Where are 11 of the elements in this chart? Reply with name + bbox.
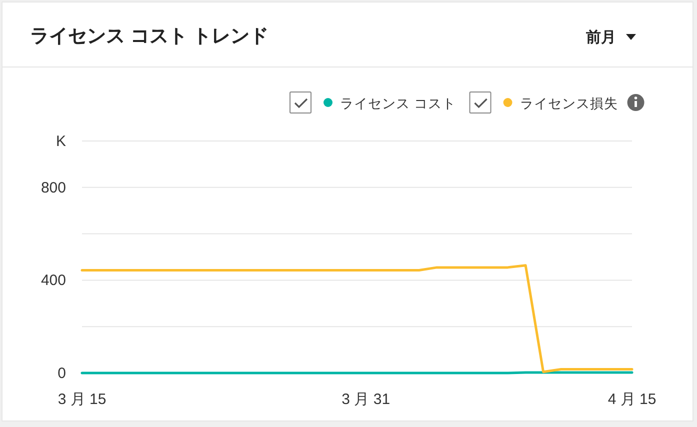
- x-tick-label: 4 月 15: [608, 391, 656, 408]
- x-tick-label: 3 月 31: [342, 391, 390, 408]
- ylabel: K: [56, 133, 66, 150]
- y-tick-label: 800: [40, 179, 66, 196]
- y-tick-label: 0: [58, 365, 66, 382]
- title: ライセンス コスト トレンド: [30, 26, 269, 47]
- legend-label: ライセンス コスト: [340, 96, 456, 111]
- y-tick-label: 400: [40, 272, 66, 290]
- legend-label: ライセンス損失: [520, 96, 618, 111]
- period-dropdown: 前月: [586, 29, 636, 46]
- x-tick-label: 3 月 15: [58, 391, 106, 408]
